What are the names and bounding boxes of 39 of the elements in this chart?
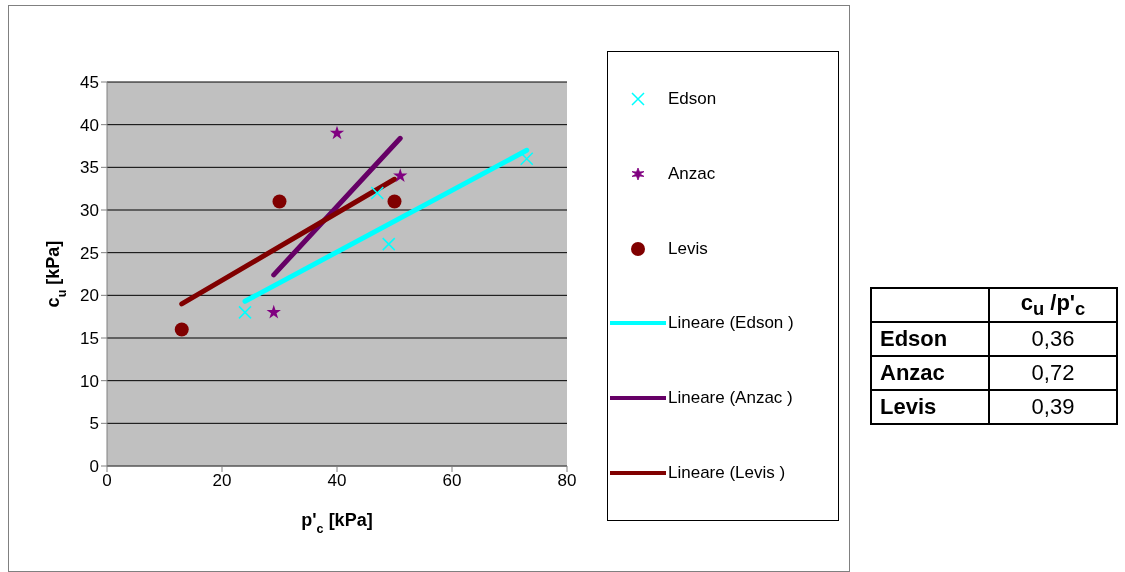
y-tick-label: 0 <box>89 457 99 477</box>
x-tick-label: 20 <box>212 471 232 491</box>
y-tick-label: 15 <box>80 329 99 349</box>
y-tick-label: 40 <box>80 115 99 135</box>
legend-label: Levis <box>668 238 708 259</box>
text: 0,36 <box>1031 326 1075 352</box>
x-axis-title: p'$_{c}$ [kPa] <box>301 510 373 536</box>
x-tick-label: 60 <box>442 471 462 491</box>
category-label: Levis <box>871 390 989 425</box>
x-tick-label: 80 <box>557 471 577 491</box>
point <box>393 168 408 182</box>
point <box>370 186 384 200</box>
x-tick-label: 0 <box>102 471 112 491</box>
point <box>329 125 345 140</box>
y-tick-label: 10 <box>80 371 99 391</box>
legend-label: Lineare (Levis ) <box>668 462 786 483</box>
legend-label: Lineare (Anzac ) <box>668 387 793 408</box>
category-label: Anzac <box>871 356 989 391</box>
text: 0,72 <box>1031 360 1075 386</box>
text: 0,39 <box>1031 394 1075 420</box>
y-tick-label: 25 <box>80 243 99 263</box>
category-label: Edson <box>871 322 989 357</box>
y-tick-label: 20 <box>80 286 99 306</box>
y-tick-label: 35 <box>80 158 99 178</box>
y-tick-label: 45 <box>80 73 99 93</box>
point <box>174 322 189 337</box>
x-tick-label: 40 <box>327 471 347 491</box>
point <box>520 152 534 166</box>
y-tick-label: 30 <box>80 201 99 221</box>
point <box>387 194 402 209</box>
legend-label: Edson <box>668 89 717 110</box>
text: c$_{u}$ /p'$_{c}$ <box>989 288 1117 323</box>
point <box>272 194 287 209</box>
point <box>266 304 281 319</box>
legend-label: Lineare (Edson ) <box>668 313 794 334</box>
point <box>238 305 252 320</box>
legend-label: Anzac <box>668 163 716 184</box>
point <box>382 237 396 251</box>
y-tick-label: 5 <box>89 414 99 434</box>
